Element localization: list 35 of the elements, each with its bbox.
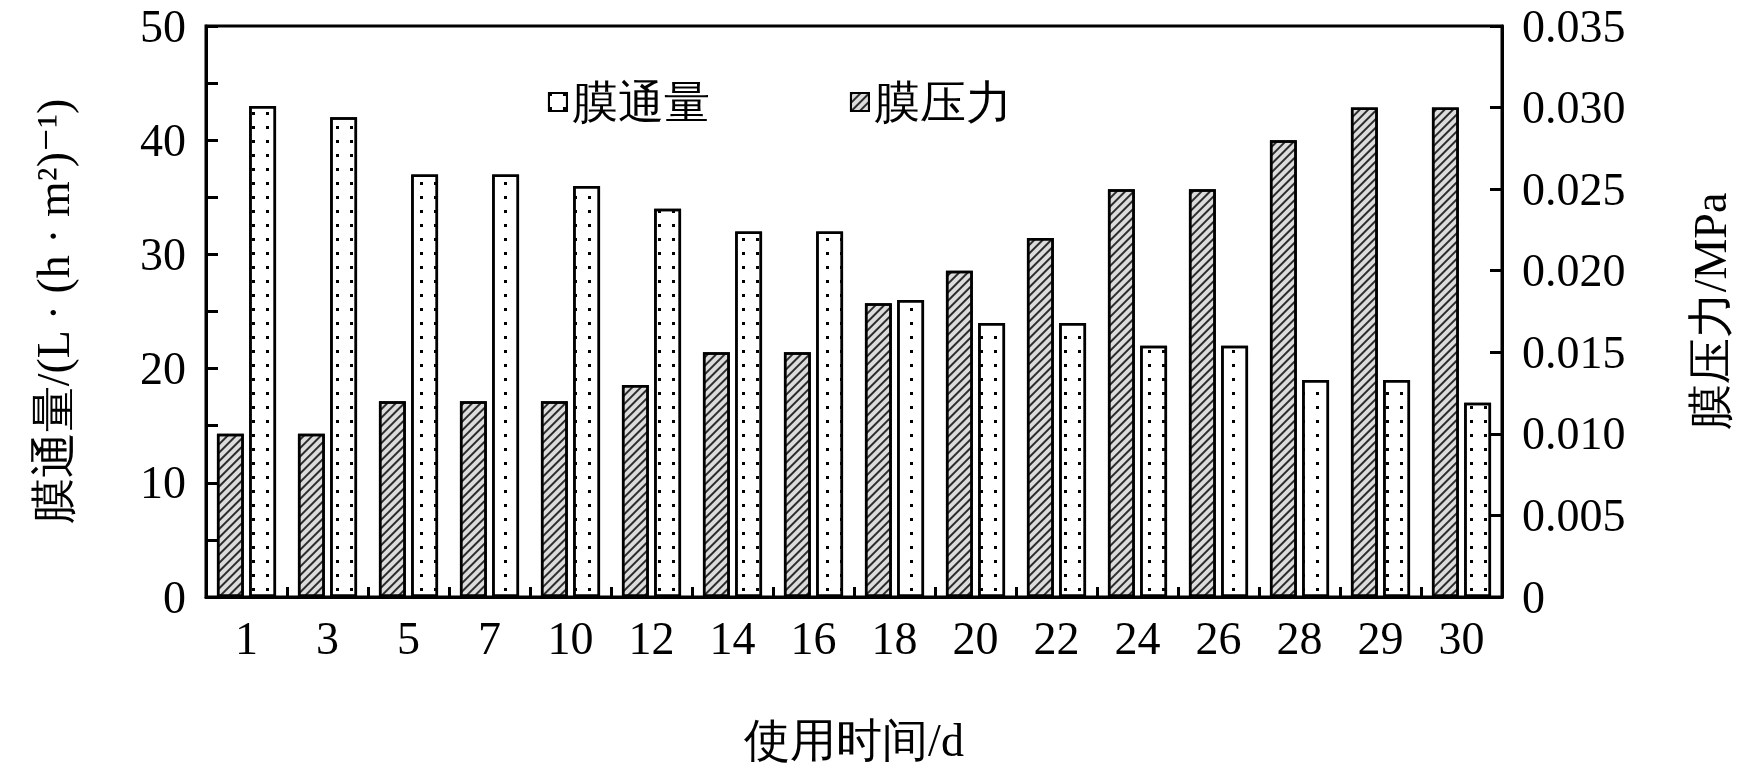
y2-tick-label: 0.030 bbox=[1522, 82, 1626, 134]
x-tick-label: 30 bbox=[1438, 612, 1485, 664]
y-tick-label: 10 bbox=[140, 457, 186, 509]
x-tick-label: 10 bbox=[547, 612, 594, 664]
x-tick-label: 28 bbox=[1276, 612, 1323, 664]
x-tick-label: 12 bbox=[628, 612, 675, 664]
y2-axis-title: 膜压力/MPa bbox=[1684, 192, 1736, 431]
y-tick-label: 40 bbox=[140, 114, 186, 166]
x-tick-label: 20 bbox=[952, 612, 999, 664]
legend-label: 膜通量 bbox=[571, 76, 710, 128]
y2-tick-label: 0.035 bbox=[1522, 0, 1626, 52]
x-tick-label: 22 bbox=[1033, 612, 1080, 664]
x-tick-label: 7 bbox=[478, 612, 501, 664]
y-tick-label: 0 bbox=[163, 571, 186, 623]
legend-label: 膜压力 bbox=[873, 76, 1012, 128]
y2-tick-label: 0.010 bbox=[1522, 408, 1626, 460]
y-axis-title: 膜通量/(L · (h · m²)⁻¹) bbox=[27, 98, 79, 525]
x-tick-label: 5 bbox=[397, 612, 420, 664]
x-tick-label: 1 bbox=[235, 612, 258, 664]
x-axis-title: 使用时间/d bbox=[744, 714, 964, 766]
y-tick-label: 20 bbox=[140, 343, 186, 395]
x-tick-label: 14 bbox=[709, 612, 756, 664]
x-tick-label: 18 bbox=[871, 612, 918, 664]
x-tick-label: 24 bbox=[1114, 612, 1161, 664]
y2-tick-label: 0.020 bbox=[1522, 245, 1626, 297]
y2-tick-label: 0.025 bbox=[1522, 163, 1626, 215]
x-tick-label: 29 bbox=[1357, 612, 1404, 664]
x-tick-label: 16 bbox=[790, 612, 837, 664]
y-tick-label: 30 bbox=[140, 228, 186, 280]
y2-tick-label: 0.015 bbox=[1522, 326, 1626, 378]
x-tick-label: 26 bbox=[1195, 612, 1242, 664]
y2-tick-label: 0 bbox=[1522, 571, 1545, 623]
x-tick-label: 3 bbox=[316, 612, 339, 664]
y-tick-label: 50 bbox=[140, 0, 186, 52]
y2-tick-label: 0.005 bbox=[1522, 489, 1626, 541]
